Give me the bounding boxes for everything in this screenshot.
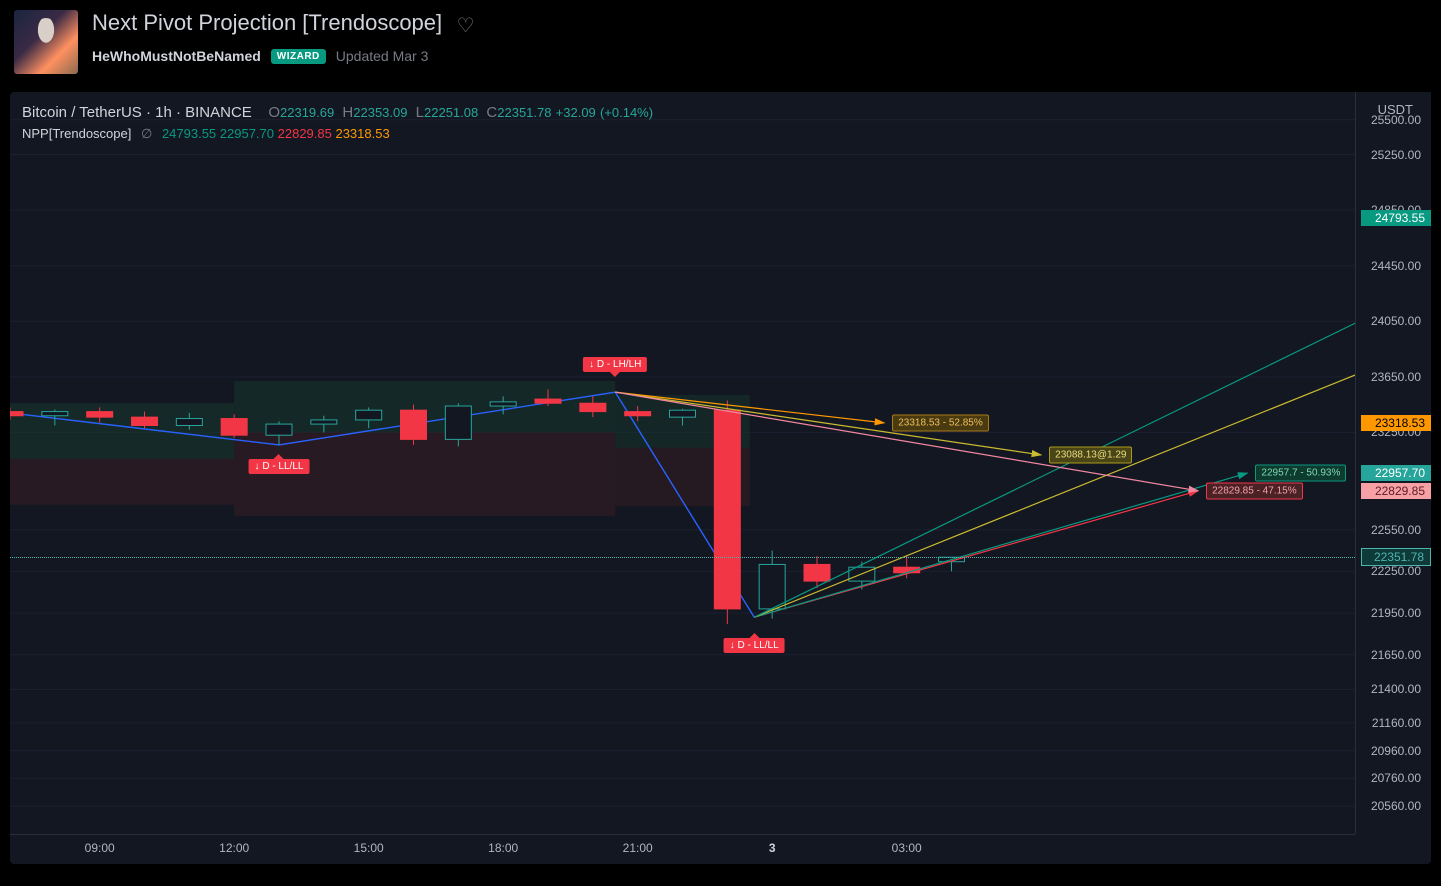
y-tick: 20560.00 xyxy=(1371,799,1421,813)
projection-label: 22829.85 - 47.15% xyxy=(1206,482,1303,499)
y-tick: 20760.00 xyxy=(1371,771,1421,785)
symbol-label[interactable]: Bitcoin / TetherUS · 1h · BINANCE xyxy=(22,104,252,121)
y-tick: 21650.00 xyxy=(1371,648,1421,662)
axis-price-label: 23318.53 xyxy=(1361,415,1431,431)
y-tick: 22250.00 xyxy=(1371,564,1421,578)
y-tick: 23650.00 xyxy=(1371,370,1421,384)
axis-price-label: 22829.85 xyxy=(1361,483,1431,499)
projection-label: 23088.13@1.29 xyxy=(1049,446,1132,463)
axis-price-label: 22351.78 xyxy=(1361,548,1431,566)
pivot-label: ↓ D - LL/LL xyxy=(724,638,785,653)
indicator-name[interactable]: NPP[Trendoscope] xyxy=(22,126,131,141)
indicator-value: 22957.70 xyxy=(216,126,274,141)
pivot-label: ↓ D - LL/LL xyxy=(249,459,310,474)
x-tick: 21:00 xyxy=(623,841,653,855)
favorite-icon[interactable]: ♡ xyxy=(457,13,475,38)
indicator-value: 23318.53 xyxy=(332,126,390,141)
chart-svg xyxy=(10,92,1355,834)
x-tick: 18:00 xyxy=(488,841,518,855)
chart-plot[interactable]: 22829.85 - 47.15%22957.7 - 50.93%23858.0… xyxy=(10,92,1355,834)
ohlc-high: 22353.09 xyxy=(353,105,407,120)
axis-price-label: 24793.55 xyxy=(1361,210,1431,226)
x-tick: 15:00 xyxy=(354,841,384,855)
indicator-value: 24793.55 xyxy=(162,126,216,141)
x-tick: 12:00 xyxy=(219,841,249,855)
author-link[interactable]: HeWhoMustNotBeNamed xyxy=(92,48,261,64)
page-title: Next Pivot Projection [Trendoscope] xyxy=(92,10,442,36)
chart-container[interactable]: Bitcoin / TetherUS · 1h · BINANCE O22319… xyxy=(10,92,1431,864)
chart-symbol-row: Bitcoin / TetherUS · 1h · BINANCE O22319… xyxy=(22,104,653,121)
ohlc-change-pct: (+0.14%) xyxy=(600,105,653,120)
x-tick: 03:00 xyxy=(892,841,922,855)
ohlc-change: +32.09 xyxy=(556,105,596,120)
indicator-row: NPP[Trendoscope] ∅ 24793.55 22957.70 228… xyxy=(22,126,390,142)
y-tick: 25250.00 xyxy=(1371,148,1421,162)
y-tick: 20960.00 xyxy=(1371,744,1421,758)
visibility-icon[interactable]: ∅ xyxy=(141,126,152,141)
header-text: Next Pivot Projection [Trendoscope] ♡ He… xyxy=(92,10,475,64)
avatar[interactable] xyxy=(14,10,78,74)
header: Next Pivot Projection [Trendoscope] ♡ He… xyxy=(0,0,1441,92)
pivot-label: ↓ D - LH/LH xyxy=(583,357,647,372)
y-tick: 24450.00 xyxy=(1371,259,1421,273)
x-axis[interactable]: 09:00 12:00 15:00 18:00 21:00 3 03:00 xyxy=(10,834,1355,864)
y-tick: 22550.00 xyxy=(1371,523,1421,537)
ohlc-close: 22351.78 xyxy=(497,105,551,120)
x-tick: 09:00 xyxy=(85,841,115,855)
projection-label: 22957.7 - 50.93% xyxy=(1255,465,1346,482)
y-axis[interactable]: USDT 25500.0025250.0024850.0024450.00240… xyxy=(1355,92,1431,834)
y-tick: 24050.00 xyxy=(1371,314,1421,328)
y-tick: 21400.00 xyxy=(1371,682,1421,696)
y-tick: 25500.00 xyxy=(1371,113,1421,127)
axis-price-label: 22957.70 xyxy=(1361,465,1431,481)
ohlc-open: 22319.69 xyxy=(280,105,334,120)
ohlc-low: 22251.08 xyxy=(424,105,478,120)
x-tick: 3 xyxy=(769,841,776,855)
updated-label: Updated Mar 3 xyxy=(336,48,429,64)
y-tick: 21160.00 xyxy=(1372,716,1421,730)
y-tick: 21950.00 xyxy=(1371,606,1421,620)
wizard-badge: WIZARD xyxy=(271,49,326,64)
projection-label: 23318.53 - 52.85% xyxy=(892,414,989,431)
indicator-values: 24793.55 22957.70 22829.85 23318.53 xyxy=(162,126,390,141)
current-price-line xyxy=(10,557,1355,558)
indicator-value: 22829.85 xyxy=(274,126,332,141)
